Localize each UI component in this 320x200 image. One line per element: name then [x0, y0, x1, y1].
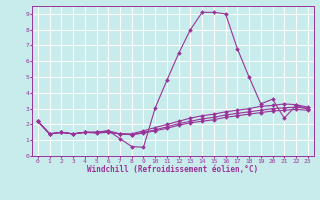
X-axis label: Windchill (Refroidissement éolien,°C): Windchill (Refroidissement éolien,°C) — [87, 165, 258, 174]
